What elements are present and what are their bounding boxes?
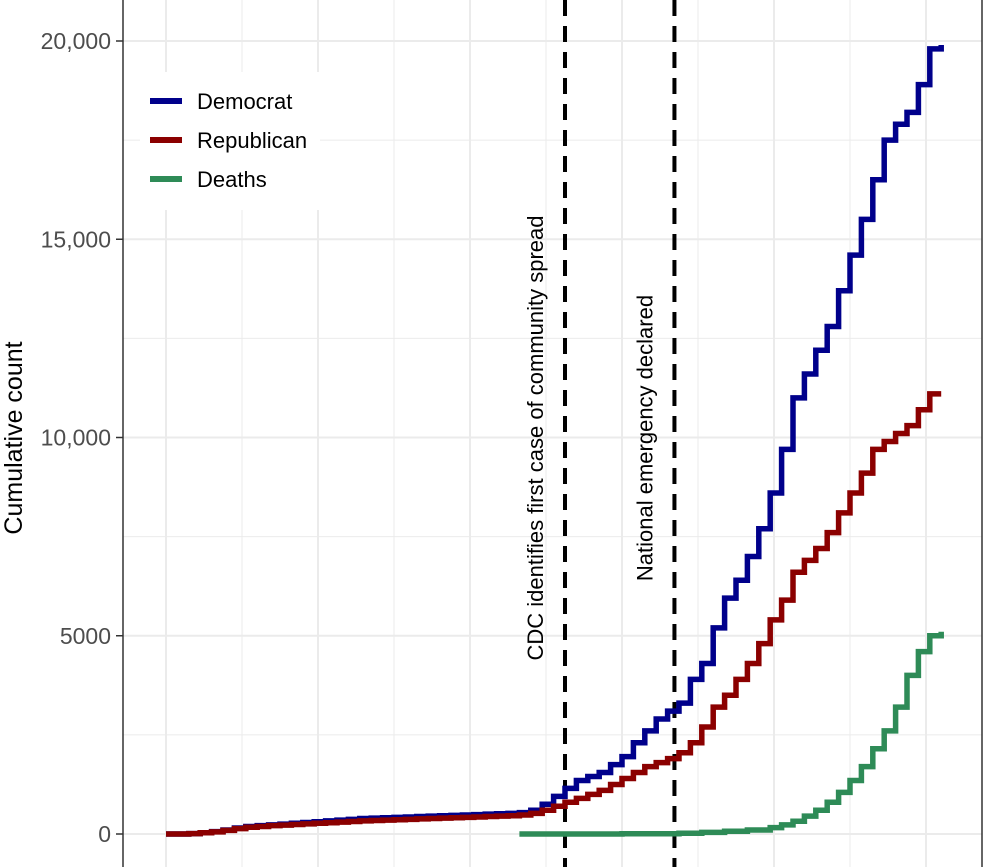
series-lines: [166, 44, 944, 837]
grid: [123, 0, 982, 867]
legend: Democrat Republican Deaths: [140, 72, 320, 210]
y-axis-title: Cumulative count: [0, 341, 28, 534]
annotation-label: National emergency declared: [632, 295, 657, 581]
annotation-lines: CDC identifies first case of community s…: [523, 0, 677, 867]
legend-label-deaths: Deaths: [197, 167, 267, 192]
y-axis: 0 5000 10,000 15,000 20,000: [41, 28, 123, 847]
series-line-republican: [166, 391, 942, 837]
y-tick-label: 0: [98, 821, 111, 847]
plot-panel-border: [122, 0, 983, 867]
y-tick-label: 15,000: [41, 226, 111, 252]
y-tick-label: 10,000: [41, 425, 111, 451]
y-tick-label: 20,000: [41, 28, 111, 54]
annotation-label: CDC identifies first case of community s…: [523, 215, 548, 660]
legend-label-republican: Republican: [197, 128, 307, 153]
series-line-deaths: [519, 631, 944, 837]
legend-label-democrat: Democrat: [197, 89, 292, 114]
y-tick-label: 5000: [60, 623, 111, 649]
